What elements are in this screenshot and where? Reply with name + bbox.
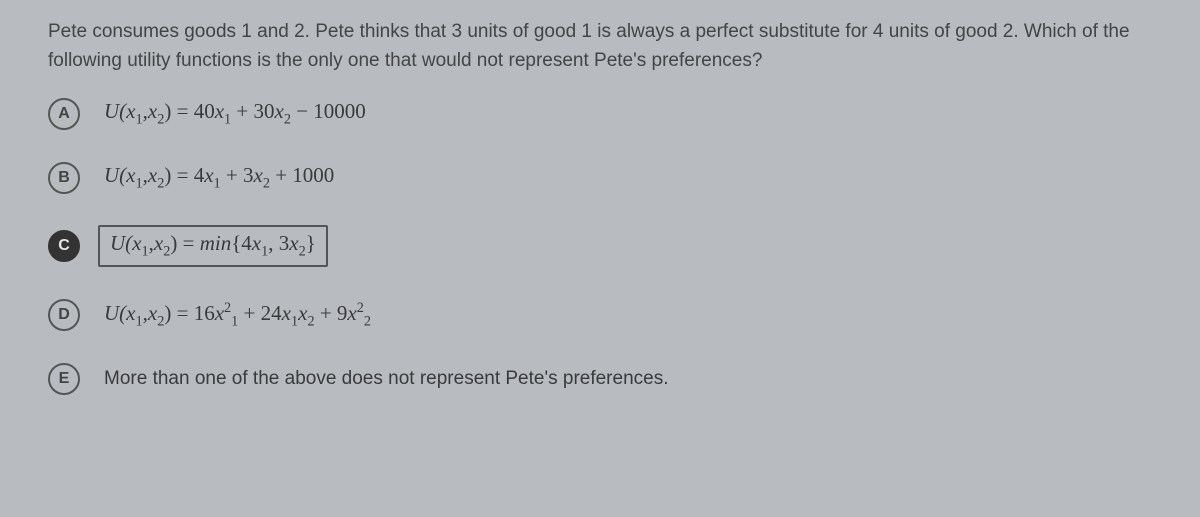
option-c-letter: C	[48, 230, 80, 262]
option-d-formula: U(x1,x2) = 16x21 + 24x1x2 + 9x22	[98, 297, 377, 333]
option-e-text: More than one of the above does not repr…	[98, 365, 675, 392]
option-d-letter: D	[48, 299, 80, 331]
options-list: A U(x1,x2) = 40x1 + 30x2 − 10000 B U(x1,…	[48, 97, 1160, 395]
option-c-formula: U(x1,x2) = min{4x1, 3x2}	[98, 225, 328, 267]
option-e-letter: E	[48, 363, 80, 395]
option-e[interactable]: E More than one of the above does not re…	[48, 363, 1160, 395]
option-c[interactable]: C U(x1,x2) = min{4x1, 3x2}	[48, 225, 1160, 267]
question-text: Pete consumes goods 1 and 2. Pete thinks…	[48, 18, 1160, 75]
option-b-formula: U(x1,x2) = 4x1 + 3x2 + 1000	[98, 161, 340, 195]
option-b-letter: B	[48, 162, 80, 194]
option-a[interactable]: A U(x1,x2) = 40x1 + 30x2 − 10000	[48, 97, 1160, 131]
option-a-letter: A	[48, 98, 80, 130]
option-a-formula: U(x1,x2) = 40x1 + 30x2 − 10000	[98, 97, 372, 131]
option-d[interactable]: D U(x1,x2) = 16x21 + 24x1x2 + 9x22	[48, 297, 1160, 333]
option-b[interactable]: B U(x1,x2) = 4x1 + 3x2 + 1000	[48, 161, 1160, 195]
